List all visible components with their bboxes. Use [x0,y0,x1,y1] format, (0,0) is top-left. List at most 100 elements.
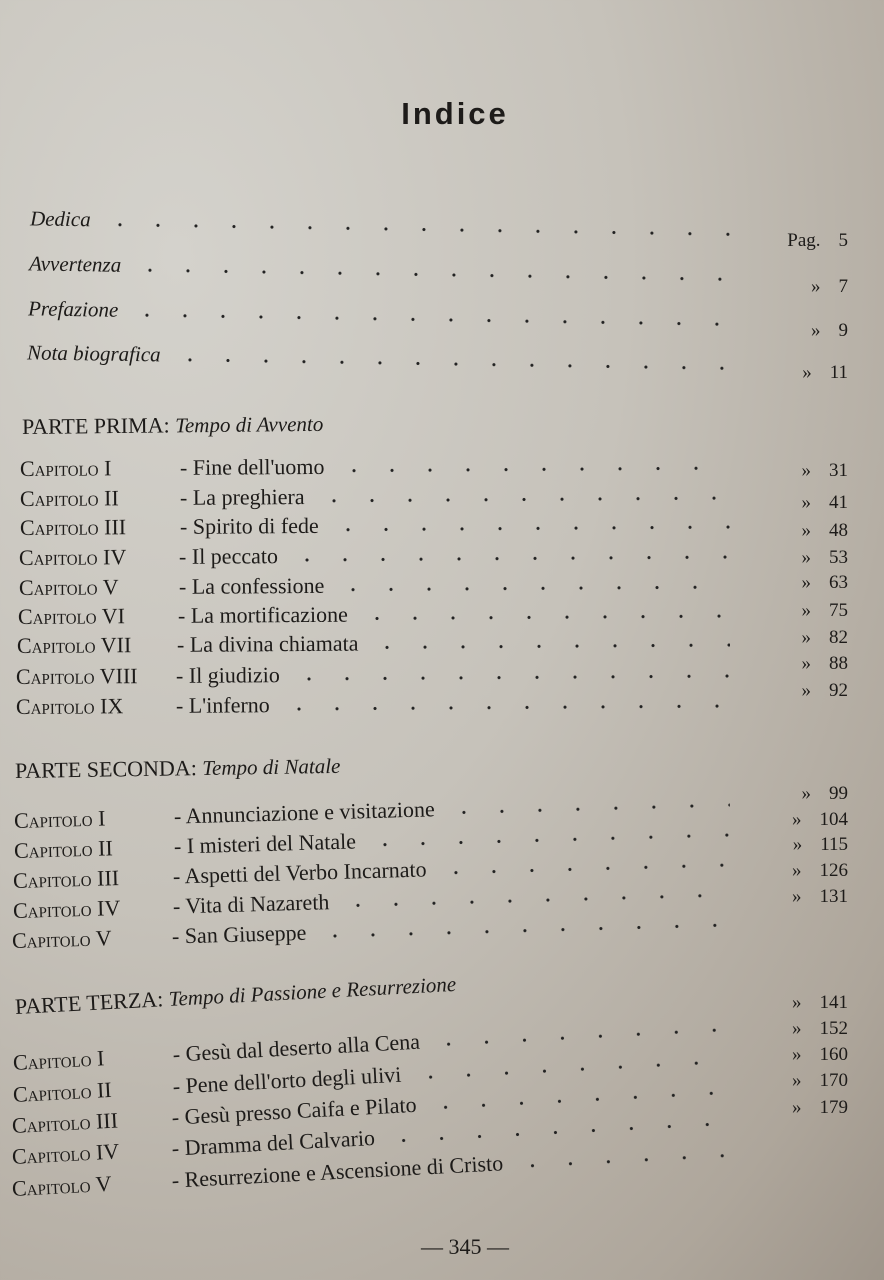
dot-leader [314,496,731,503]
page-ref: » 9 [768,320,848,342]
dot-leader [513,1153,730,1169]
dot-leader [289,674,731,682]
chapter-word: Capitolo [11,1108,92,1138]
chapter-word: Capitolo [19,485,99,511]
page-ref-number: 5 [838,230,849,251]
dot-leader [426,1090,730,1111]
page-ref-number: 31 [829,460,848,481]
dot-leader [334,585,731,592]
chapter-roman: IV [95,1138,120,1165]
leader-mark: » [811,320,821,341]
page-ref: » 170 [768,1070,848,1092]
page-ref: » 48 [768,520,849,542]
part-heading: PARTE TERZA: Tempo di Passione e Resurre… [14,971,456,1020]
chapter-word: Capitolo [19,514,99,540]
page-ref: » 160 [768,1044,848,1066]
chapter-roman: III [95,1107,119,1134]
chapter-roman: V [94,1170,113,1197]
chapter-roman: IV [102,544,127,570]
page-ref-number: 126 [819,860,849,881]
dot-leader [365,833,730,848]
chapter-number: Capitolo VI [18,603,178,630]
page-ref: » 31 [768,460,849,482]
chapter-number: Capitolo II [20,485,180,512]
page-ref-number: 141 [819,992,849,1013]
chapter-roman: II [103,485,119,511]
chapter-entry: Capitolo VI - La mortificazione [18,599,740,630]
part-heading: PARTE PRIMA: Tempo di Avvento [22,411,324,440]
chapter-number: Capitolo V [11,1168,172,1202]
chapter-roman: VIII [99,663,138,689]
chapter-roman: II [97,835,114,861]
chapter-entry: Capitolo II - La preghiera [20,481,740,512]
front-matter-entry: Nota biografica [27,340,747,376]
chapter-number: Capitolo IV [19,544,179,571]
chapter-title: - Aspetti del Verbo Incarnato [172,856,427,889]
page-ref-number: 152 [819,1018,849,1039]
leader-mark: » [792,1097,802,1118]
chapter-title: - Vita di Nazareth [172,889,330,919]
chapter-entry: Capitolo IX - L'inferno [16,689,740,720]
chapter-entry: Capitolo IV - Il peccato [19,540,740,571]
chapter-number: Capitolo V [12,924,173,954]
leader-mark: » [792,1070,802,1091]
chapter-title: - Dramma del Calvario [171,1124,376,1161]
dot-leader [444,803,730,815]
chapter-number: Capitolo I [12,1042,173,1076]
chapter-roman: IV [96,895,121,921]
dot-leader [368,643,731,650]
chapter-roman: IX [99,693,124,719]
leader-mark: » [792,860,802,881]
chapter-title: - La mortificazione [177,601,348,628]
leader-mark: Pag. [787,230,821,251]
page-ref-number: 179 [819,1097,849,1118]
chapter-number: Capitolo II [12,1074,173,1108]
part-label: PARTE PRIMA: [21,412,170,439]
leader-mark: » [801,627,812,648]
page-ref-number: 82 [829,627,848,648]
chapter-word: Capitolo [17,603,97,629]
leader-mark: » [801,460,812,481]
chapter-roman: II [96,1076,113,1103]
chapter-entry: Capitolo III - Spirito di fede [20,510,740,541]
dot-leader [429,1027,730,1048]
chapter-number: Capitolo III [20,514,180,541]
page-ref-number: 131 [819,886,849,907]
chapter-title: - La confessione [178,572,325,599]
page-ref-number: 41 [829,492,848,513]
chapter-roman: III [96,865,120,891]
chapter-word: Capitolo [11,1139,92,1169]
chapter-number: Capitolo IV [13,894,174,924]
dot-leader [316,922,730,939]
page-ref: » 152 [768,1018,848,1040]
page-ref-number: 88 [829,653,848,674]
chapter-word: Capitolo [16,632,96,658]
leader-mark: » [792,886,802,907]
chapter-roman: V [102,574,119,600]
chapter-word: Capitolo [12,1077,93,1107]
chapter-number: Capitolo IV [11,1136,172,1170]
page-ref-number: 104 [819,809,849,830]
part-label: PARTE TERZA: [14,986,164,1019]
leader-mark: » [801,520,812,541]
page-ref: » 131 [768,886,848,908]
page-ref-number: 11 [829,362,848,383]
chapter-title: - Fine dell'uomo [179,453,325,480]
chapter-title: - La preghiera [179,484,305,510]
leader-mark: » [801,783,812,804]
leader-mark: » [792,809,802,830]
chapter-title: - I misteri del Natale [173,828,357,859]
front-matter-entry: Prefazione [28,296,748,332]
part-label: PARTE SECONDA: [14,755,198,783]
page-ref: » 53 [768,547,849,569]
page-ref-number: 63 [829,572,848,593]
leader-mark: » [802,362,812,383]
chapter-roman: III [103,514,127,540]
leader-mark: » [792,834,803,855]
chapter-title: - L'inferno [175,692,270,718]
chapter-number: Capitolo I [14,804,175,834]
dot-leader [328,525,731,532]
page-ref-number: 48 [829,520,848,541]
page-ref: » 41 [768,492,849,514]
chapter-number: Capitolo VIII [16,663,176,690]
